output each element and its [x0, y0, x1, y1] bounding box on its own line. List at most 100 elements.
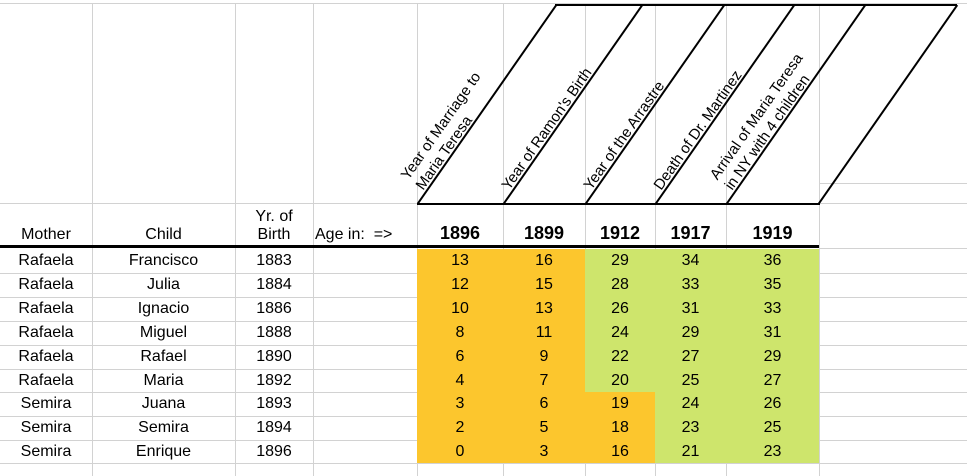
diagonal-band-top-border — [555, 4, 957, 6]
cell-age[interactable]: 4 — [455, 371, 465, 389]
cell-age[interactable]: 27 — [681, 348, 700, 365]
header-underline — [0, 245, 819, 248]
cell-age[interactable]: 5 — [539, 419, 549, 436]
cell-age[interactable]: 29 — [681, 324, 700, 341]
cell-age[interactable]: 27 — [763, 371, 782, 389]
cell-age[interactable]: 18 — [611, 419, 629, 436]
cell-age[interactable]: 3 — [539, 442, 549, 460]
cell-age[interactable]: 16 — [611, 442, 629, 460]
gridline — [0, 463, 967, 464]
cell-birth-year[interactable]: 1890 — [256, 348, 292, 365]
cell-age[interactable]: 33 — [763, 300, 782, 317]
cell-age[interactable]: 29 — [611, 252, 629, 269]
cell-age[interactable]: 21 — [681, 442, 700, 460]
event-header-label: Arrival of Maria Teresa in NY with 4 chi… — [706, 50, 814, 194]
cell-age[interactable]: 9 — [539, 348, 549, 365]
highlight-block-orange-upper — [417, 249, 585, 392]
gridline — [313, 3, 314, 476]
cell-age[interactable]: 15 — [535, 276, 553, 293]
event-year-cell[interactable]: 1912 — [599, 223, 641, 243]
gridline — [726, 3, 727, 476]
cell-age[interactable]: 8 — [455, 324, 465, 341]
cell-age[interactable]: 12 — [451, 276, 469, 293]
cell-age[interactable]: 11 — [535, 324, 553, 341]
cell-mother[interactable]: Rafaela — [18, 276, 74, 293]
header-mother[interactable]: Mother — [21, 226, 71, 243]
cell-birth-year[interactable]: 1893 — [256, 395, 292, 412]
cell-age[interactable]: 25 — [681, 371, 700, 389]
cell-age[interactable]: 16 — [535, 252, 553, 269]
header-child[interactable]: Child — [145, 226, 182, 243]
cell-age[interactable]: 31 — [681, 300, 700, 317]
gridline — [235, 3, 236, 476]
cell-birth-year[interactable]: 1886 — [256, 300, 292, 317]
cell-age[interactable]: 31 — [763, 324, 782, 341]
cell-child[interactable]: Ignacio — [137, 300, 190, 317]
cell-age[interactable]: 29 — [763, 348, 782, 365]
cell-age[interactable]: 20 — [611, 371, 629, 389]
cell-mother[interactable]: Rafaela — [18, 324, 74, 341]
gridline — [819, 203, 967, 204]
cell-age[interactable]: 13 — [535, 300, 553, 317]
cell-child[interactable]: Juana — [141, 395, 186, 412]
cell-child[interactable]: Julia — [147, 276, 180, 293]
cell-mother[interactable]: Semira — [20, 419, 72, 436]
cell-mother[interactable]: Semira — [20, 395, 72, 412]
cell-child[interactable]: Francisco — [128, 252, 199, 269]
cell-age[interactable]: 10 — [451, 300, 469, 317]
gridline — [0, 203, 417, 204]
event-year-cell[interactable]: 1896 — [439, 223, 481, 243]
event-year-cell[interactable]: 1899 — [523, 223, 565, 243]
cell-age[interactable]: 26 — [611, 300, 629, 317]
cell-birth-year[interactable]: 1894 — [256, 419, 292, 436]
cell-age[interactable]: 3 — [455, 395, 465, 412]
cell-birth-year[interactable]: 1888 — [256, 324, 292, 341]
cell-mother[interactable]: Rafaela — [18, 252, 74, 269]
cell-age[interactable]: 19 — [611, 395, 629, 412]
highlight-block-orange-lower — [417, 392, 655, 463]
cell-age[interactable]: 28 — [611, 276, 629, 293]
header-age-in[interactable]: Age in: => — [315, 226, 393, 243]
cell-age[interactable]: 34 — [681, 252, 700, 269]
cell-mother[interactable]: Rafaela — [18, 371, 74, 389]
cell-birth-year[interactable]: 1892 — [256, 371, 292, 389]
cell-age[interactable]: 25 — [763, 419, 782, 436]
cell-age[interactable]: 26 — [763, 395, 782, 412]
cell-child[interactable]: Enrique — [135, 442, 192, 460]
header-birth-year[interactable]: Yr. of Birth — [255, 208, 293, 243]
gridline — [503, 3, 504, 476]
highlight-block-green-upper — [585, 249, 819, 392]
cell-age[interactable]: 23 — [763, 442, 782, 460]
cell-age[interactable]: 6 — [539, 395, 549, 412]
cell-age[interactable]: 24 — [611, 324, 629, 341]
cell-age[interactable]: 13 — [451, 252, 469, 269]
gridline — [0, 3, 967, 4]
cell-child[interactable]: Maria — [143, 371, 184, 389]
cell-birth-year[interactable]: 1883 — [256, 252, 292, 269]
cell-mother[interactable]: Semira — [20, 442, 72, 460]
gridline — [417, 3, 418, 476]
cell-age[interactable]: 33 — [681, 276, 700, 293]
cell-age[interactable]: 35 — [763, 276, 782, 293]
gridline — [819, 183, 967, 184]
cell-age[interactable]: 22 — [611, 348, 629, 365]
cell-birth-year[interactable]: 1884 — [256, 276, 292, 293]
cell-child[interactable]: Miguel — [139, 324, 188, 341]
event-year-cell[interactable]: 1919 — [752, 223, 793, 243]
cell-age[interactable]: 36 — [763, 252, 782, 269]
cell-child[interactable]: Semira — [138, 419, 189, 436]
gridline — [585, 3, 586, 476]
cell-age[interactable]: 6 — [455, 348, 465, 365]
cell-age[interactable]: 7 — [539, 371, 549, 389]
cell-age[interactable]: 23 — [681, 419, 700, 436]
cell-age[interactable]: 24 — [681, 395, 700, 412]
cell-mother[interactable]: Rafaela — [18, 348, 74, 365]
cell-age[interactable]: 0 — [455, 442, 465, 460]
cell-age[interactable]: 2 — [455, 419, 465, 436]
cell-birth-year[interactable]: 1896 — [256, 442, 292, 460]
cell-mother[interactable]: Rafaela — [18, 300, 74, 317]
event-year-cell[interactable]: 1917 — [670, 223, 711, 243]
cell-child[interactable]: Rafael — [140, 348, 187, 365]
gridline — [655, 3, 656, 476]
